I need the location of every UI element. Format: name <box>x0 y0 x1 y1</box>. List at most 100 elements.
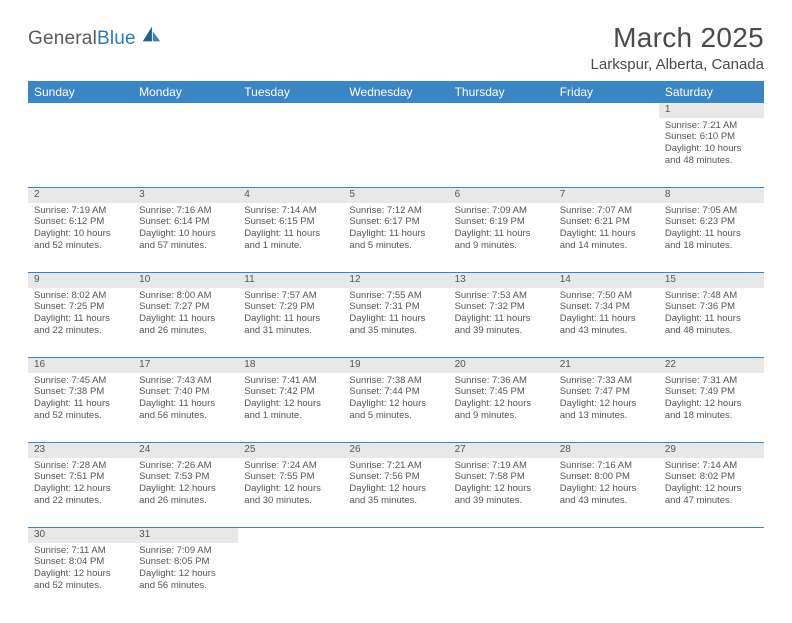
day-number-cell: 18 <box>238 358 343 373</box>
sunrise-line: Sunrise: 7:14 AM <box>665 460 758 472</box>
day-number-cell: 16 <box>28 358 133 373</box>
day-number-cell <box>449 103 554 118</box>
sunrise-line: Sunrise: 7:09 AM <box>455 205 548 217</box>
sunset-line: Sunset: 7:51 PM <box>34 471 127 483</box>
sunrise-line: Sunrise: 7:21 AM <box>665 120 758 132</box>
sunset-line: Sunset: 6:14 PM <box>139 216 232 228</box>
sunrise-line: Sunrise: 7:36 AM <box>455 375 548 387</box>
day-number-cell: 23 <box>28 443 133 458</box>
daylight-line: Daylight: 11 hours and 22 minutes. <box>34 313 127 337</box>
day-content-cell <box>28 118 133 188</box>
day-number-cell: 22 <box>659 358 764 373</box>
day-header: Wednesday <box>343 81 448 103</box>
sunset-line: Sunset: 6:21 PM <box>560 216 653 228</box>
day-number-cell: 20 <box>449 358 554 373</box>
sunset-line: Sunset: 6:12 PM <box>34 216 127 228</box>
sunset-line: Sunset: 6:15 PM <box>244 216 337 228</box>
day-content-cell: Sunrise: 7:24 AMSunset: 7:55 PMDaylight:… <box>238 458 343 528</box>
day-number-cell: 12 <box>343 273 448 288</box>
page-title: March 2025 <box>591 22 764 54</box>
sunset-line: Sunset: 7:27 PM <box>139 301 232 313</box>
day-content-cell: Sunrise: 7:41 AMSunset: 7:42 PMDaylight:… <box>238 373 343 443</box>
day-number-cell <box>449 528 554 543</box>
day-content-cell: Sunrise: 7:05 AMSunset: 6:23 PMDaylight:… <box>659 203 764 273</box>
day-number-cell: 29 <box>659 443 764 458</box>
daylight-line: Daylight: 12 hours and 9 minutes. <box>455 398 548 422</box>
day-content-cell: Sunrise: 7:11 AMSunset: 8:04 PMDaylight:… <box>28 543 133 613</box>
sunset-line: Sunset: 6:10 PM <box>665 131 758 143</box>
day-content-cell: Sunrise: 7:38 AMSunset: 7:44 PMDaylight:… <box>343 373 448 443</box>
sunrise-line: Sunrise: 7:55 AM <box>349 290 442 302</box>
day-content-cell: Sunrise: 7:19 AMSunset: 7:58 PMDaylight:… <box>449 458 554 528</box>
day-number-cell: 19 <box>343 358 448 373</box>
day-content-cell: Sunrise: 7:16 AMSunset: 8:00 PMDaylight:… <box>554 458 659 528</box>
day-number-cell: 9 <box>28 273 133 288</box>
day-content-cell: Sunrise: 7:31 AMSunset: 7:49 PMDaylight:… <box>659 373 764 443</box>
daylight-line: Daylight: 11 hours and 35 minutes. <box>349 313 442 337</box>
week-content-row: Sunrise: 7:28 AMSunset: 7:51 PMDaylight:… <box>28 458 764 528</box>
sunrise-line: Sunrise: 7:09 AM <box>139 545 232 557</box>
day-number-cell: 13 <box>449 273 554 288</box>
day-content-cell: Sunrise: 7:16 AMSunset: 6:14 PMDaylight:… <box>133 203 238 273</box>
day-number-cell <box>28 103 133 118</box>
sunset-line: Sunset: 8:04 PM <box>34 556 127 568</box>
daylight-line: Daylight: 12 hours and 47 minutes. <box>665 483 758 507</box>
day-content-cell: Sunrise: 7:33 AMSunset: 7:47 PMDaylight:… <box>554 373 659 443</box>
day-content-cell <box>554 543 659 613</box>
daylight-line: Daylight: 11 hours and 56 minutes. <box>139 398 232 422</box>
day-content-cell <box>343 543 448 613</box>
day-header: Saturday <box>659 81 764 103</box>
day-content-cell: Sunrise: 7:07 AMSunset: 6:21 PMDaylight:… <box>554 203 659 273</box>
sunrise-line: Sunrise: 7:19 AM <box>455 460 548 472</box>
day-content-cell <box>449 118 554 188</box>
day-number-cell <box>343 528 448 543</box>
day-number-cell <box>554 103 659 118</box>
daylight-line: Daylight: 12 hours and 39 minutes. <box>455 483 548 507</box>
day-number-cell: 8 <box>659 188 764 203</box>
sunrise-line: Sunrise: 7:38 AM <box>349 375 442 387</box>
sunrise-line: Sunrise: 8:00 AM <box>139 290 232 302</box>
daylight-line: Daylight: 10 hours and 52 minutes. <box>34 228 127 252</box>
sunrise-line: Sunrise: 7:33 AM <box>560 375 653 387</box>
logo-text: GeneralBlue <box>28 28 136 50</box>
day-content-cell: Sunrise: 8:00 AMSunset: 7:27 PMDaylight:… <box>133 288 238 358</box>
daylight-line: Daylight: 12 hours and 5 minutes. <box>349 398 442 422</box>
sunset-line: Sunset: 7:36 PM <box>665 301 758 313</box>
sunrise-line: Sunrise: 7:24 AM <box>244 460 337 472</box>
logo-word1: General <box>28 28 97 49</box>
daylight-line: Daylight: 11 hours and 39 minutes. <box>455 313 548 337</box>
day-number-cell: 11 <box>238 273 343 288</box>
daylight-line: Daylight: 10 hours and 57 minutes. <box>139 228 232 252</box>
day-number-cell <box>659 528 764 543</box>
sunset-line: Sunset: 7:53 PM <box>139 471 232 483</box>
daylight-line: Daylight: 11 hours and 14 minutes. <box>560 228 653 252</box>
sunrise-line: Sunrise: 7:53 AM <box>455 290 548 302</box>
day-content-cell: Sunrise: 7:21 AMSunset: 6:10 PMDaylight:… <box>659 118 764 188</box>
daylight-line: Daylight: 12 hours and 30 minutes. <box>244 483 337 507</box>
day-header: Tuesday <box>238 81 343 103</box>
sunrise-line: Sunrise: 7:11 AM <box>34 545 127 557</box>
logo-word2: Blue <box>97 28 136 49</box>
sunrise-line: Sunrise: 7:31 AM <box>665 375 758 387</box>
calendar-head: SundayMondayTuesdayWednesdayThursdayFrid… <box>28 81 764 103</box>
sunrise-line: Sunrise: 7:21 AM <box>349 460 442 472</box>
sunrise-line: Sunrise: 7:57 AM <box>244 290 337 302</box>
sunset-line: Sunset: 8:02 PM <box>665 471 758 483</box>
day-content-cell: Sunrise: 7:09 AMSunset: 8:05 PMDaylight:… <box>133 543 238 613</box>
daylight-line: Daylight: 11 hours and 1 minute. <box>244 228 337 252</box>
day-content-cell <box>554 118 659 188</box>
day-number-cell <box>238 528 343 543</box>
sunrise-line: Sunrise: 7:16 AM <box>560 460 653 472</box>
day-content-cell: Sunrise: 7:55 AMSunset: 7:31 PMDaylight:… <box>343 288 448 358</box>
day-content-cell <box>238 118 343 188</box>
day-content-cell: Sunrise: 7:12 AMSunset: 6:17 PMDaylight:… <box>343 203 448 273</box>
daylight-line: Daylight: 10 hours and 48 minutes. <box>665 143 758 167</box>
day-number-cell <box>554 528 659 543</box>
logo-sail-icon <box>140 23 162 45</box>
sunrise-line: Sunrise: 7:41 AM <box>244 375 337 387</box>
day-content-cell <box>659 543 764 613</box>
week-content-row: Sunrise: 8:02 AMSunset: 7:25 PMDaylight:… <box>28 288 764 358</box>
daylight-line: Daylight: 11 hours and 18 minutes. <box>665 228 758 252</box>
calendar-page: GeneralBlue March 2025 Larkspur, Alberta… <box>0 0 792 623</box>
sunset-line: Sunset: 7:40 PM <box>139 386 232 398</box>
